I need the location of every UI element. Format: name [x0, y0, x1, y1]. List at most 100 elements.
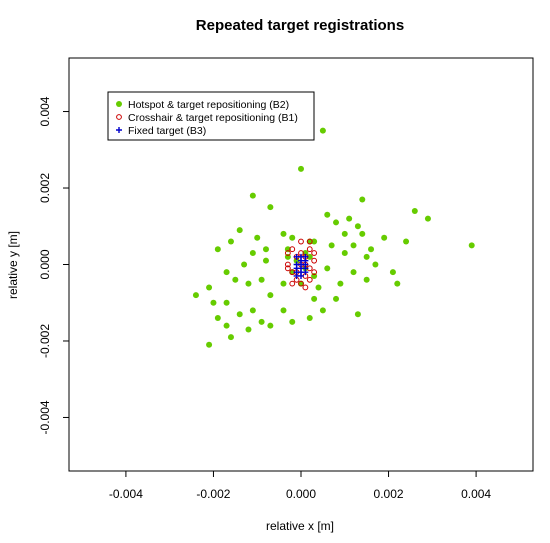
data-point [359, 230, 366, 237]
data-point [280, 280, 287, 287]
data-point [302, 284, 309, 291]
data-point [311, 269, 318, 276]
points-layer [192, 127, 475, 348]
data-point [350, 242, 357, 249]
data-point [236, 227, 243, 234]
data-point [258, 276, 265, 283]
data-point [258, 318, 265, 325]
data-point [223, 269, 230, 276]
data-point [206, 284, 213, 291]
legend-label: Crosshair & target repositioning (B1) [128, 112, 298, 124]
data-point [306, 246, 313, 253]
data-point [368, 246, 375, 253]
legend: Hotspot & target repositioning (B2)Cross… [107, 91, 315, 141]
data-point [289, 246, 296, 253]
data-point [354, 311, 361, 318]
x-axis-label: relative x [m] [266, 519, 334, 533]
data-point [245, 326, 252, 333]
data-point [346, 215, 353, 222]
legend-marker [116, 101, 122, 107]
data-point [372, 261, 379, 268]
data-point [341, 230, 348, 237]
data-point [262, 246, 269, 253]
y-tick-label: 0.000 [38, 249, 52, 279]
data-point [381, 234, 388, 241]
data-point [411, 207, 418, 214]
data-point [337, 280, 344, 287]
data-point [298, 165, 304, 172]
x-tick-label: 0.004 [461, 487, 491, 501]
data-point [280, 230, 287, 237]
data-point [249, 250, 256, 257]
legend-label: Fixed target (B3) [128, 125, 206, 137]
data-point [306, 276, 313, 283]
data-point [306, 253, 313, 260]
data-point [284, 250, 291, 256]
data-point [389, 269, 396, 276]
data-point [262, 257, 269, 264]
data-point [232, 276, 239, 283]
data-point [311, 250, 318, 256]
data-point [350, 269, 357, 276]
data-point [289, 234, 296, 241]
data-point [424, 215, 431, 222]
data-point [341, 250, 348, 257]
x-tick-label: -0.004 [109, 487, 143, 501]
data-point [289, 318, 296, 325]
data-point [267, 322, 274, 329]
data-point [359, 196, 366, 203]
data-point [319, 307, 326, 314]
legend-box [107, 91, 315, 141]
data-point [298, 238, 304, 245]
data-point [280, 307, 287, 314]
data-point [241, 261, 248, 268]
y-tick-label: -0.002 [38, 324, 52, 358]
x-tick-label: 0.000 [286, 487, 316, 501]
data-point [311, 238, 318, 245]
data-point [267, 204, 274, 211]
data-point [468, 242, 475, 249]
data-point [293, 265, 300, 272]
data-point [311, 257, 318, 264]
data-point [298, 269, 304, 276]
x-axis: -0.004 -0.002 0.000 0.002 0.004 [109, 471, 491, 501]
data-point [227, 334, 234, 341]
data-point [403, 238, 410, 245]
y-axis-label: relative y [m] [6, 231, 20, 299]
data-point [306, 238, 313, 245]
data-point [363, 276, 370, 283]
data-point [223, 322, 230, 329]
data-point [289, 280, 296, 287]
data-point [319, 127, 326, 134]
data-point [210, 299, 217, 306]
series-1 [192, 127, 475, 348]
x-tick-label: -0.002 [196, 487, 230, 501]
data-point [214, 246, 221, 253]
data-point [214, 315, 221, 322]
data-point [315, 284, 322, 291]
data-point [249, 307, 256, 314]
legend-label: Hotspot & target repositioning (B2) [128, 99, 289, 111]
data-point [333, 219, 340, 226]
chart-title: Repeated target registrations [196, 17, 404, 34]
y-tick-label: -0.004 [38, 400, 52, 434]
y-axis: -0.004 -0.002 0.000 0.002 0.004 [38, 96, 69, 434]
data-point [192, 292, 199, 299]
data-point [302, 265, 309, 272]
data-point [324, 211, 331, 218]
y-tick-label: 0.004 [38, 96, 52, 126]
x-tick-label: 0.002 [374, 487, 404, 501]
data-point [249, 192, 256, 199]
data-point [298, 280, 304, 287]
data-point [284, 265, 291, 272]
data-point [324, 265, 331, 272]
data-point [328, 242, 335, 249]
data-point [223, 299, 230, 306]
data-point [293, 272, 300, 279]
legend-marker [116, 127, 122, 133]
data-point [267, 292, 274, 299]
data-point [293, 253, 300, 260]
legend-entries: Hotspot & target repositioning (B2)Cross… [116, 99, 298, 137]
data-point [363, 253, 370, 260]
data-point [236, 311, 243, 318]
